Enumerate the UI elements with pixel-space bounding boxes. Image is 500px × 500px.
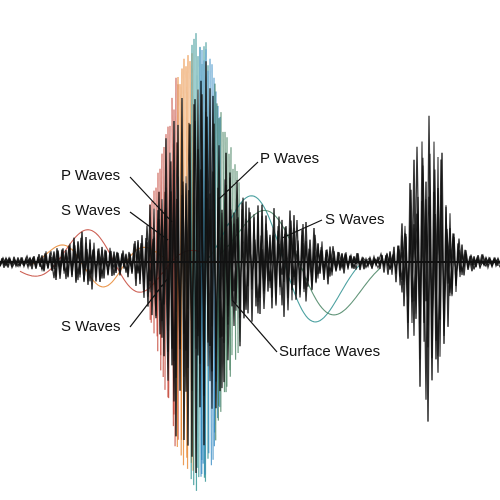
leader-s-waves-left-upper: [129, 211, 169, 241]
surface-waves-label: Surface Waves: [279, 343, 381, 360]
s-waves-label-left-lower: S Waves: [61, 318, 121, 335]
leader-s-waves-right: [281, 219, 323, 239]
s-waves-label-left-upper: S Waves: [61, 202, 121, 219]
waveform-trace: [0, 61, 500, 474]
leader-p-waves-right: [217, 161, 259, 201]
leader-s-waves-left-lower: [129, 277, 169, 328]
p-waves-label-left: P Waves: [61, 167, 121, 184]
leader-surface-waves: [231, 299, 278, 353]
leader-p-waves-left: [129, 176, 173, 223]
p-waves-label-right: P Waves: [260, 150, 320, 167]
s-waves-label-right: S Waves: [325, 211, 385, 228]
